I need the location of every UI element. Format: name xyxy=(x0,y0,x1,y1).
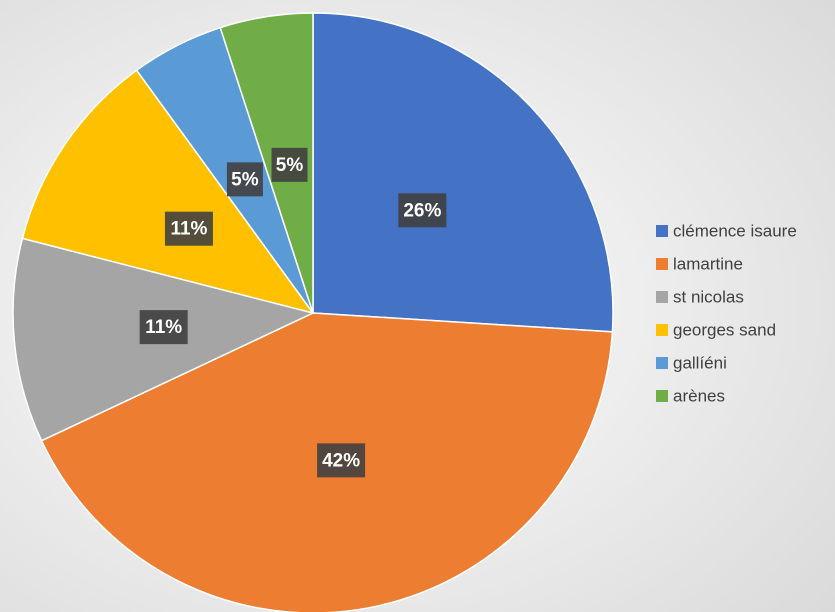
data-label: 26% xyxy=(403,200,441,221)
data-label-box xyxy=(398,193,447,228)
data-label: 42% xyxy=(322,450,360,471)
legend-label: gallíéni xyxy=(673,353,727,372)
data-label-box xyxy=(317,443,366,478)
legend-label: arènes xyxy=(673,386,725,405)
legend-swatch xyxy=(656,357,668,369)
legend-label: clémence isaure xyxy=(673,221,797,240)
legend-label: st nicolas xyxy=(673,287,744,306)
legend-swatch xyxy=(656,324,668,336)
legend-label: georges sand xyxy=(673,320,776,339)
data-label: 5% xyxy=(231,169,259,190)
legend-swatch xyxy=(656,258,668,270)
data-label: 5% xyxy=(276,155,304,176)
data-label-box xyxy=(271,147,308,182)
data-label-box xyxy=(226,162,263,197)
data-label-box xyxy=(164,211,213,246)
pie-slice xyxy=(312,12,614,333)
pie-slice xyxy=(21,69,315,315)
data-label-box xyxy=(139,310,188,345)
legend-swatch xyxy=(656,225,668,237)
legend-swatch xyxy=(656,291,668,303)
data-label: 11% xyxy=(170,219,207,240)
legend-label: lamartine xyxy=(673,254,743,273)
legend-swatch xyxy=(656,390,668,402)
data-label: 11% xyxy=(145,317,182,338)
pie-slice xyxy=(219,12,314,314)
